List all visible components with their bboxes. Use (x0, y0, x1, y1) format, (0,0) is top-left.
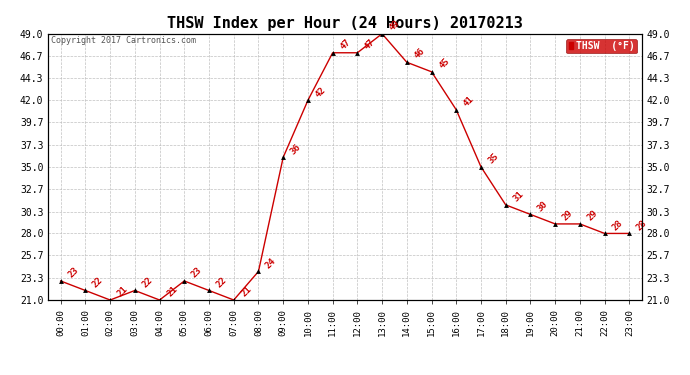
Text: 29: 29 (561, 209, 575, 222)
Text: 29: 29 (585, 209, 600, 222)
Text: 22: 22 (215, 275, 228, 289)
Text: 21: 21 (165, 285, 179, 298)
Text: 30: 30 (536, 199, 550, 213)
Text: 45: 45 (437, 56, 451, 70)
Text: 47: 47 (338, 38, 352, 51)
Text: 23: 23 (66, 266, 80, 280)
Text: 22: 22 (91, 275, 105, 289)
Text: 23: 23 (190, 266, 204, 280)
Text: 36: 36 (288, 142, 303, 156)
Text: 24: 24 (264, 256, 278, 270)
Text: 46: 46 (413, 47, 426, 61)
Text: 28: 28 (610, 218, 624, 232)
Legend: THSW  (°F): THSW (°F) (566, 39, 637, 54)
Text: 21: 21 (239, 285, 253, 298)
Text: 35: 35 (486, 152, 500, 165)
Text: Copyright 2017 Cartronics.com: Copyright 2017 Cartronics.com (51, 36, 196, 45)
Text: 49: 49 (388, 18, 402, 32)
Text: 47: 47 (363, 38, 377, 51)
Text: 31: 31 (511, 189, 525, 204)
Text: 28: 28 (635, 218, 649, 232)
Text: 42: 42 (313, 85, 328, 99)
Text: 22: 22 (140, 275, 155, 289)
Text: 41: 41 (462, 94, 476, 108)
Title: THSW Index per Hour (24 Hours) 20170213: THSW Index per Hour (24 Hours) 20170213 (167, 16, 523, 31)
Text: 21: 21 (116, 285, 130, 298)
